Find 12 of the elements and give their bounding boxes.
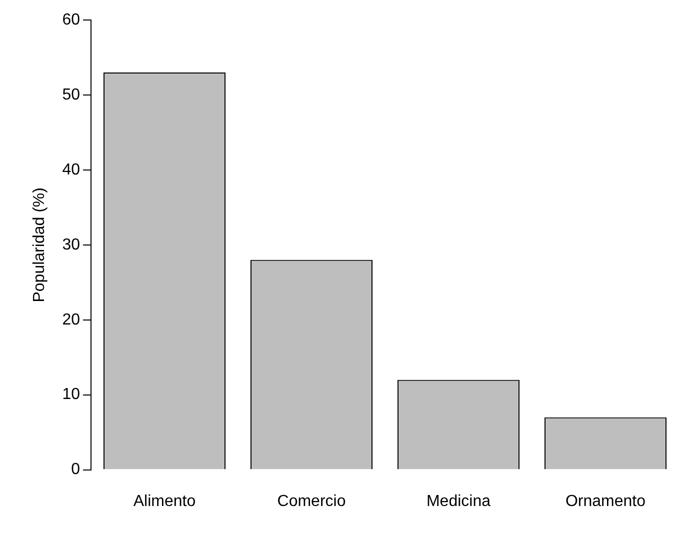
x-tick-label: Alimento: [133, 492, 196, 510]
y-tick-label: 0: [71, 461, 80, 478]
y-tick-label: 60: [62, 11, 80, 28]
x-tick-label: Ornamento: [565, 492, 646, 510]
y-tick-label: 20: [62, 311, 80, 328]
y-tick-label: 30: [62, 236, 80, 254]
y-tick-label: 40: [62, 161, 80, 178]
y-tick-label: 50: [62, 86, 80, 104]
y-axis-title: Popularidad (%): [31, 188, 48, 302]
x-tick-label: Comercio: [277, 492, 346, 510]
y-tick-label: 10: [62, 386, 80, 404]
x-tick-label: Medicina: [426, 492, 491, 510]
